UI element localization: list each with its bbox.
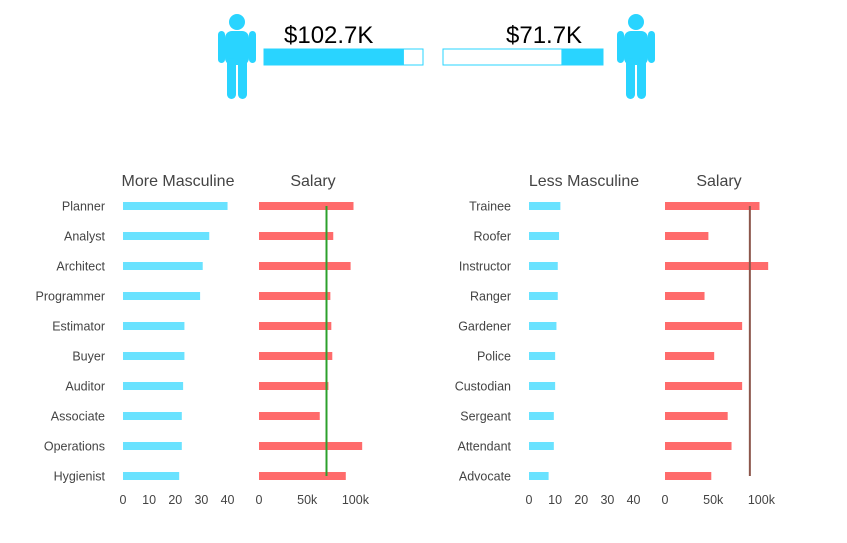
category-label-sergeant: Sergeant: [460, 410, 511, 424]
panel-title-less-masculine: Less Masculine: [529, 173, 639, 190]
less-masculinity-bar-sergeant: [529, 412, 554, 420]
left-salary-bar-associate: [259, 412, 320, 420]
left-salary-bar-analyst: [259, 232, 334, 240]
less-masculinity-bar-instructor: [529, 262, 558, 270]
less-masculinity-bar-gardener: [529, 322, 557, 330]
right-salary-bar-sergeant: [665, 412, 728, 420]
header-left-value: $102.7K: [284, 22, 373, 49]
category-label-ranger: Ranger: [470, 290, 511, 304]
right-salary-bar-police: [665, 352, 715, 360]
less-masculinity-tick-label: 30: [600, 493, 614, 507]
right-salary-bar-advocate: [665, 472, 712, 480]
panel-title-salary-right: Salary: [696, 173, 741, 190]
category-label-planner: Planner: [62, 200, 105, 214]
right-salary-bar-roofer: [665, 232, 709, 240]
more-masculinity-tick-label: 40: [221, 493, 235, 507]
more-masculinity-tick-label: 20: [168, 493, 182, 507]
more-masculinity-bar-auditor: [123, 382, 184, 390]
more-masculinity-bar-analyst: [123, 232, 210, 240]
left-salary-bar-auditor: [259, 382, 329, 390]
more-masculinity-bar-hygienist: [123, 472, 180, 480]
right-salary-bar-ranger: [665, 292, 705, 300]
category-label-auditor: Auditor: [65, 380, 105, 394]
more-masculinity-bar-operations: [123, 442, 182, 450]
person-icon-right: [617, 14, 655, 99]
less-masculinity-tick-label: 40: [627, 493, 641, 507]
right-salary-tick-label: 50k: [703, 493, 724, 507]
category-label-programmer: Programmer: [36, 290, 105, 304]
category-label-attendant: Attendant: [457, 440, 511, 454]
more-masculinity-bar-programmer: [123, 292, 201, 300]
category-label-estimator: Estimator: [52, 320, 105, 334]
category-label-associate: Associate: [51, 410, 105, 424]
category-label-trainee: Trainee: [469, 200, 511, 214]
right-salary-bar-instructor: [665, 262, 769, 270]
left-salary-bar-programmer: [259, 292, 331, 300]
category-label-advocate: Advocate: [459, 470, 511, 484]
right-salary-bar-gardener: [665, 322, 743, 330]
left-salary-bar-hygienist: [259, 472, 346, 480]
header-left-bar-fill: [264, 49, 404, 65]
panel-title-salary-left: Salary: [290, 173, 335, 190]
less-masculinity-tick-label: 10: [548, 493, 562, 507]
less-masculinity-bar-attendant: [529, 442, 554, 450]
more-masculinity-bar-buyer: [123, 352, 185, 360]
less-masculinity-tick-label: 20: [574, 493, 588, 507]
less-masculinity-bar-advocate: [529, 472, 549, 480]
category-label-instructor: Instructor: [459, 260, 511, 274]
more-masculinity-bar-planner: [123, 202, 228, 210]
category-label-hygienist: Hygienist: [54, 470, 106, 484]
right-salary-tick-label: 0: [662, 493, 669, 507]
more-masculinity-tick-label: 0: [120, 493, 127, 507]
left-salary-bar-architect: [259, 262, 351, 270]
less-masculinity-bar-roofer: [529, 232, 560, 240]
left-salary-tick-label: 0: [256, 493, 263, 507]
left-salary-bar-planner: [259, 202, 354, 210]
right-salary-bar-custodian: [665, 382, 743, 390]
less-masculinity-tick-label: 0: [526, 493, 533, 507]
less-masculinity-bar-trainee: [529, 202, 561, 210]
less-masculinity-bar-custodian: [529, 382, 556, 390]
category-label-buyer: Buyer: [72, 350, 105, 364]
right-salary-bar-attendant: [665, 442, 732, 450]
category-label-architect: Architect: [56, 260, 105, 274]
category-label-analyst: Analyst: [64, 230, 106, 244]
category-label-custodian: Custodian: [455, 380, 511, 394]
category-label-roofer: Roofer: [473, 230, 511, 244]
panel-title-more-masculine: More Masculine: [122, 173, 235, 190]
right-salary-bar-trainee: [665, 202, 760, 210]
less-masculinity-bar-ranger: [529, 292, 558, 300]
more-masculinity-tick-label: 30: [194, 493, 208, 507]
left-salary-bar-buyer: [259, 352, 333, 360]
more-masculinity-bar-estimator: [123, 322, 185, 330]
less-masculinity-bar-police: [529, 352, 556, 360]
more-masculinity-tick-label: 10: [142, 493, 156, 507]
more-masculinity-bar-architect: [123, 262, 203, 270]
left-salary-tick-label: 100k: [342, 493, 370, 507]
left-salary-tick-label: 50k: [297, 493, 318, 507]
left-salary-bar-operations: [259, 442, 363, 450]
more-masculinity-bar-associate: [123, 412, 182, 420]
header-right-bar-fill: [561, 49, 603, 65]
right-salary-tick-label: 100k: [748, 493, 776, 507]
category-label-operations: Operations: [44, 440, 105, 454]
header-right-value: $71.7K: [506, 22, 582, 49]
category-label-police: Police: [477, 350, 511, 364]
person-icon-left: [218, 14, 256, 99]
left-salary-bar-estimator: [259, 322, 332, 330]
category-label-gardener: Gardener: [458, 320, 511, 334]
